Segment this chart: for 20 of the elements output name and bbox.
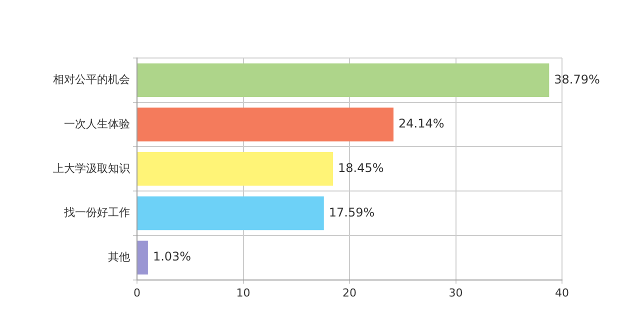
y-tick-label: 上大学汲取知识	[53, 162, 130, 175]
data-label: 17.59%	[328, 205, 375, 220]
y-tick-label: 其他	[108, 250, 130, 264]
bar	[138, 63, 550, 98]
data-label: 38.79%	[554, 72, 600, 86]
x-tick-label: 0	[134, 286, 140, 300]
data-label: 1.03%	[152, 250, 192, 264]
y-tick-label: 一次人生体验	[64, 117, 130, 130]
x-tick-label: 20	[342, 286, 356, 300]
bar	[138, 240, 148, 274]
bar	[138, 152, 334, 186]
y-tick-label: 相对公平的机会	[53, 73, 130, 86]
x-tick-label: 30	[448, 286, 463, 300]
y-tick-label: 找一份好工作	[63, 206, 130, 220]
data-label: 24.14%	[398, 116, 444, 131]
x-tick-label: 10	[236, 286, 250, 300]
bar	[138, 196, 324, 230]
x-tick-label: 40	[555, 286, 569, 300]
data-label: 18.45%	[338, 161, 384, 176]
bar	[138, 108, 394, 142]
